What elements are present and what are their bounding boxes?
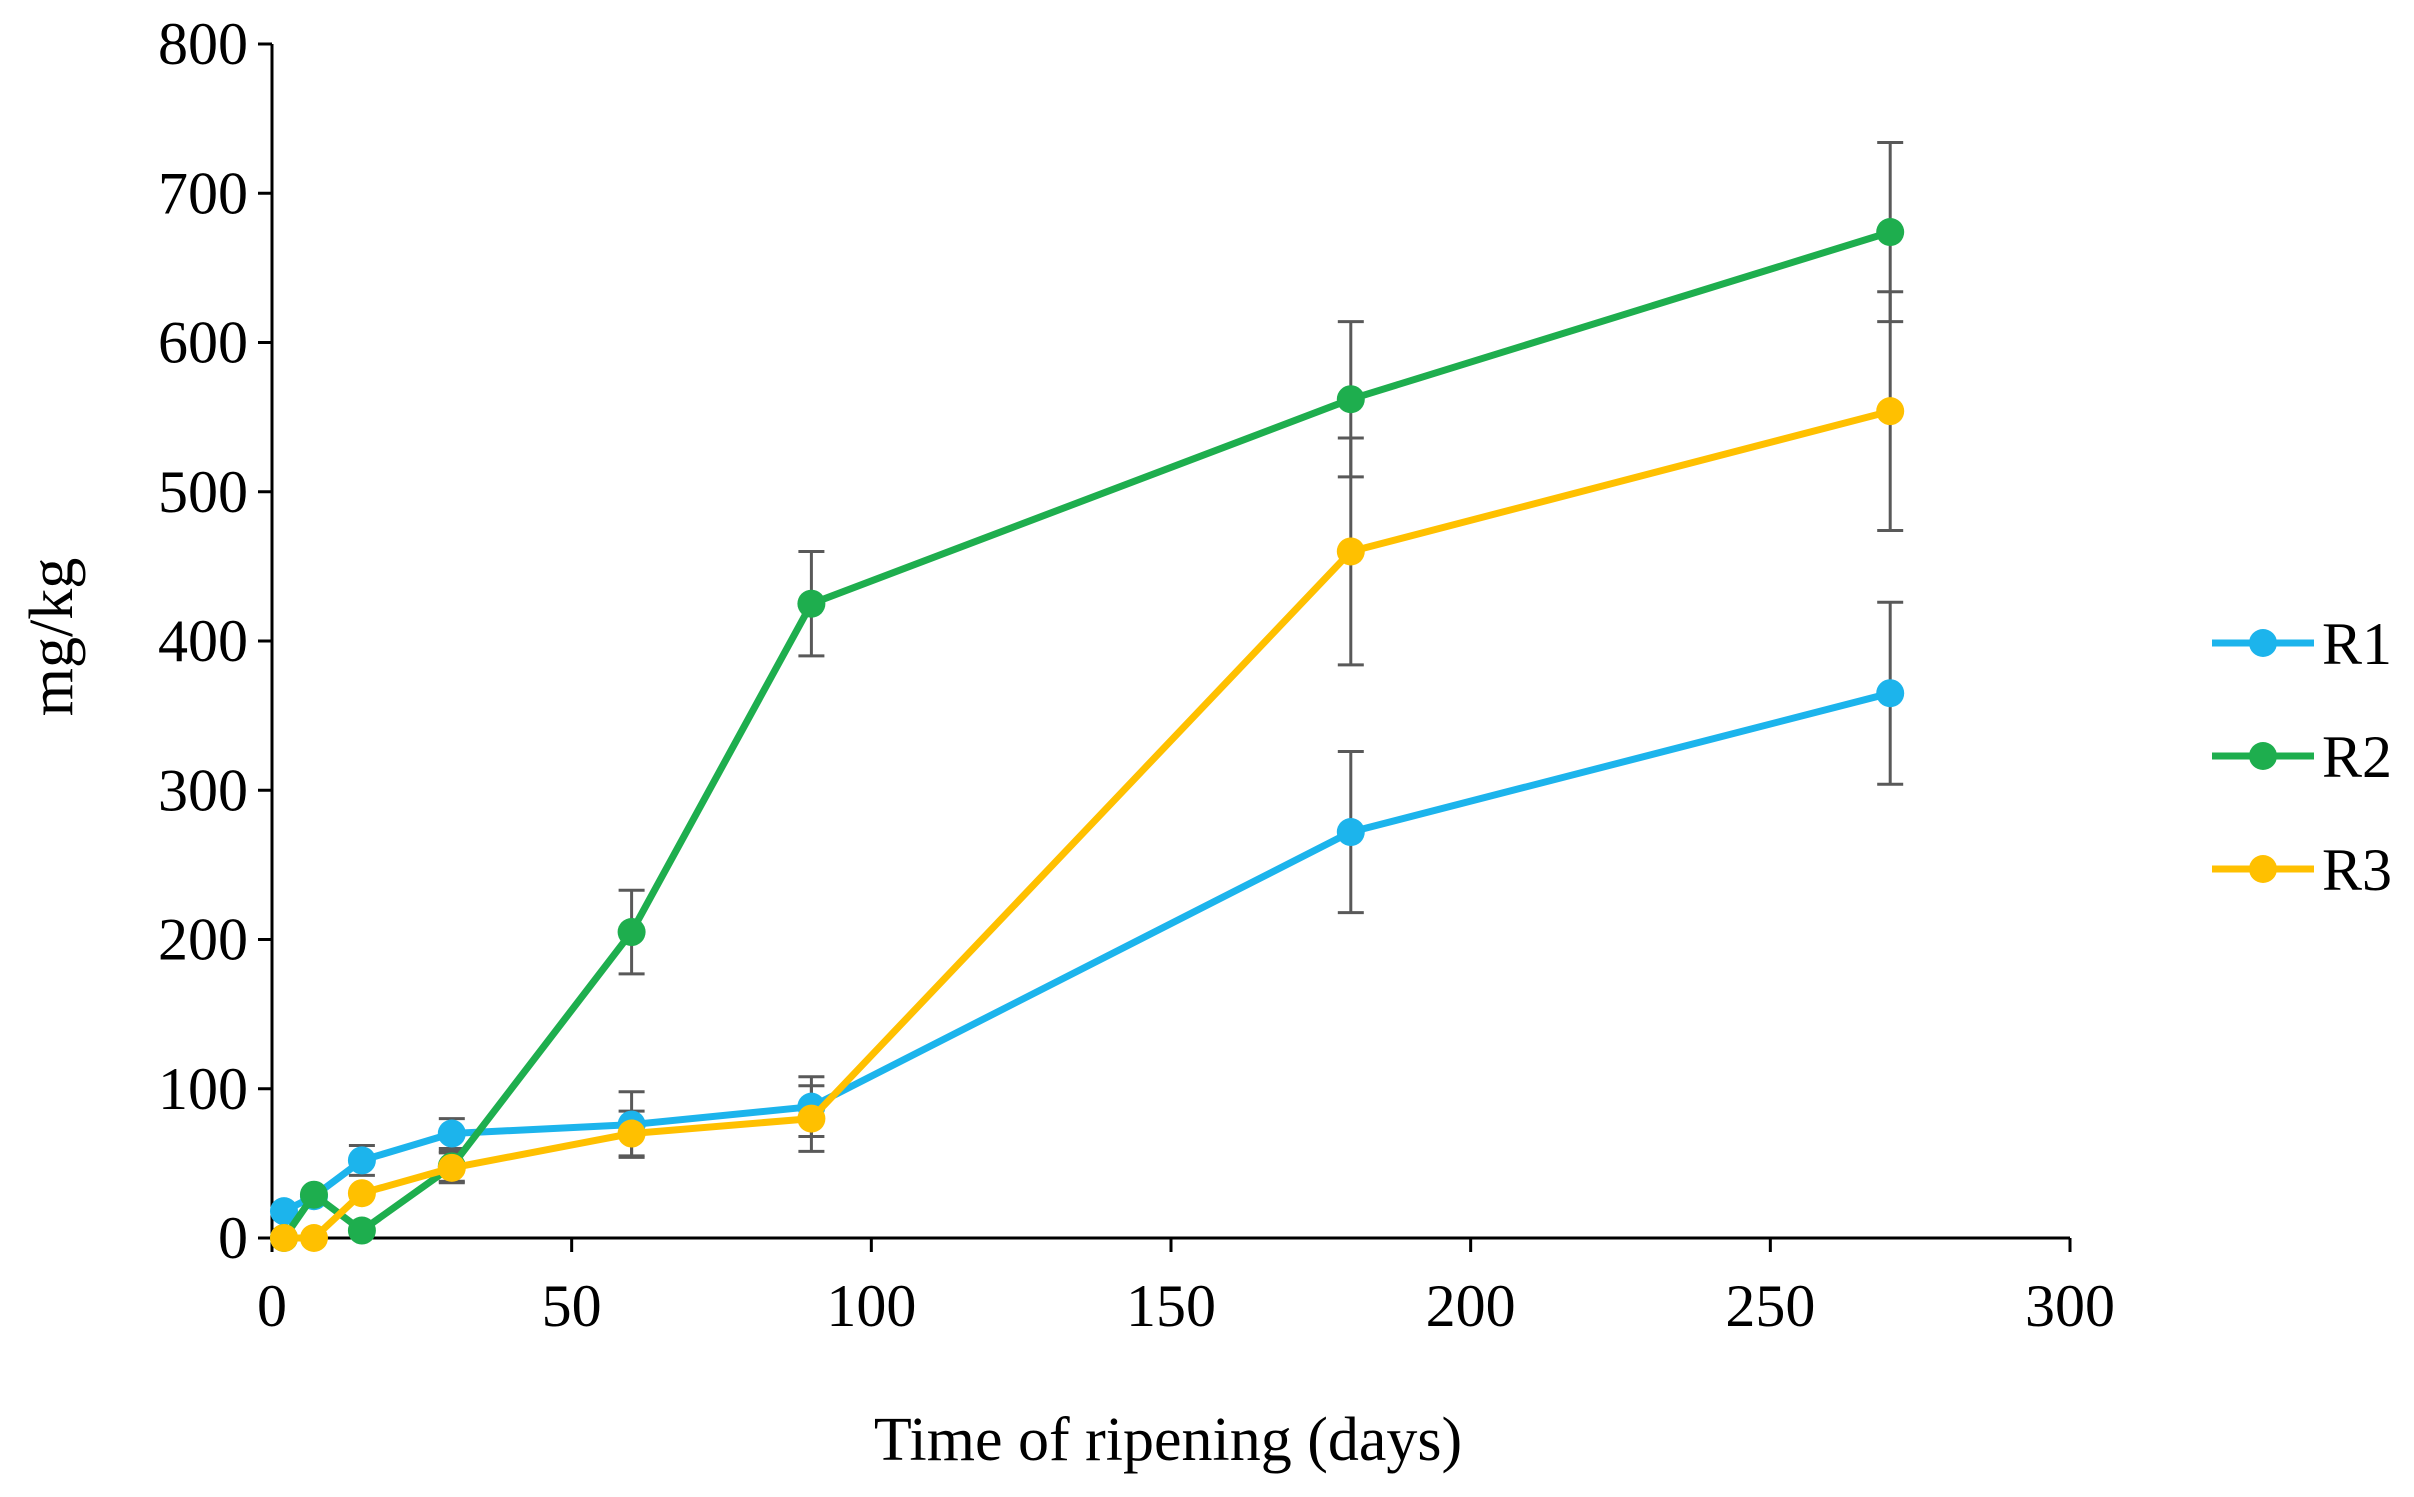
data-point-r1: [437, 1119, 466, 1148]
legend-marker: [2249, 629, 2277, 657]
data-point-r2: [617, 918, 646, 947]
x-axis-title: Time of ripening (days): [874, 1406, 1462, 1474]
y-tick-label: 800: [158, 11, 248, 77]
legend-label: R3: [2322, 837, 2392, 903]
data-point-r2: [1876, 218, 1905, 247]
x-tick-label: 200: [1426, 1273, 1516, 1339]
y-tick-label: 700: [158, 160, 248, 226]
legend-label: R2: [2322, 724, 2392, 790]
y-tick-label: 600: [158, 310, 248, 376]
legend-marker: [2249, 855, 2277, 883]
data-point-r2: [797, 589, 826, 618]
data-point-r3: [1336, 537, 1365, 566]
y-tick-label: 500: [158, 459, 248, 525]
y-tick-label: 200: [158, 907, 248, 973]
data-point-r2: [347, 1216, 376, 1245]
y-tick-label: 100: [158, 1056, 248, 1122]
legend-item-r1: R1: [2212, 611, 2392, 677]
tick-labels: 0 100 200 300 400 500 600 700 800 0 50 100 150 200 250…: [158, 11, 2115, 1339]
y-tick-label: 400: [158, 608, 248, 674]
axes: [258, 42, 2072, 1252]
x-tick-label: 150: [1126, 1273, 1216, 1339]
legend: R1 R2 R3: [2212, 611, 2392, 903]
data-point-r3: [299, 1224, 328, 1252]
data-point-r3: [1876, 397, 1905, 426]
series-line-r3: [280, 407, 1894, 1242]
data-point-r3: [437, 1153, 466, 1182]
y-tick-label: 300: [158, 757, 248, 823]
x-tick-label: 250: [1725, 1273, 1815, 1339]
series-line-r2: [280, 228, 1894, 1242]
y-tick-label: 0: [218, 1205, 248, 1271]
data-point-r1: [1336, 818, 1365, 847]
x-tick-label: 0: [257, 1273, 287, 1339]
legend-item-r2: R2: [2212, 724, 2392, 790]
data-point-r2: [1336, 385, 1365, 414]
data-point-r3: [797, 1104, 826, 1133]
series-line-r1: [280, 689, 1894, 1215]
data-point-r1: [1876, 679, 1905, 708]
data-point-r1: [347, 1146, 376, 1175]
data-point-r3: [617, 1119, 646, 1148]
y-axis-title: mg/kg: [18, 558, 86, 716]
series: [269, 218, 1905, 1252]
x-tick-label: 100: [826, 1273, 916, 1339]
data-point-r3: [269, 1224, 298, 1252]
data-point-r2: [299, 1180, 328, 1209]
legend-marker: [2249, 742, 2277, 770]
legend-item-r3: R3: [2212, 837, 2392, 903]
data-point-r1: [269, 1197, 298, 1226]
x-tick-label: 50: [542, 1273, 602, 1339]
data-point-r3: [347, 1179, 376, 1208]
legend-label: R1: [2322, 611, 2392, 677]
x-tick-label: 300: [2025, 1273, 2115, 1339]
